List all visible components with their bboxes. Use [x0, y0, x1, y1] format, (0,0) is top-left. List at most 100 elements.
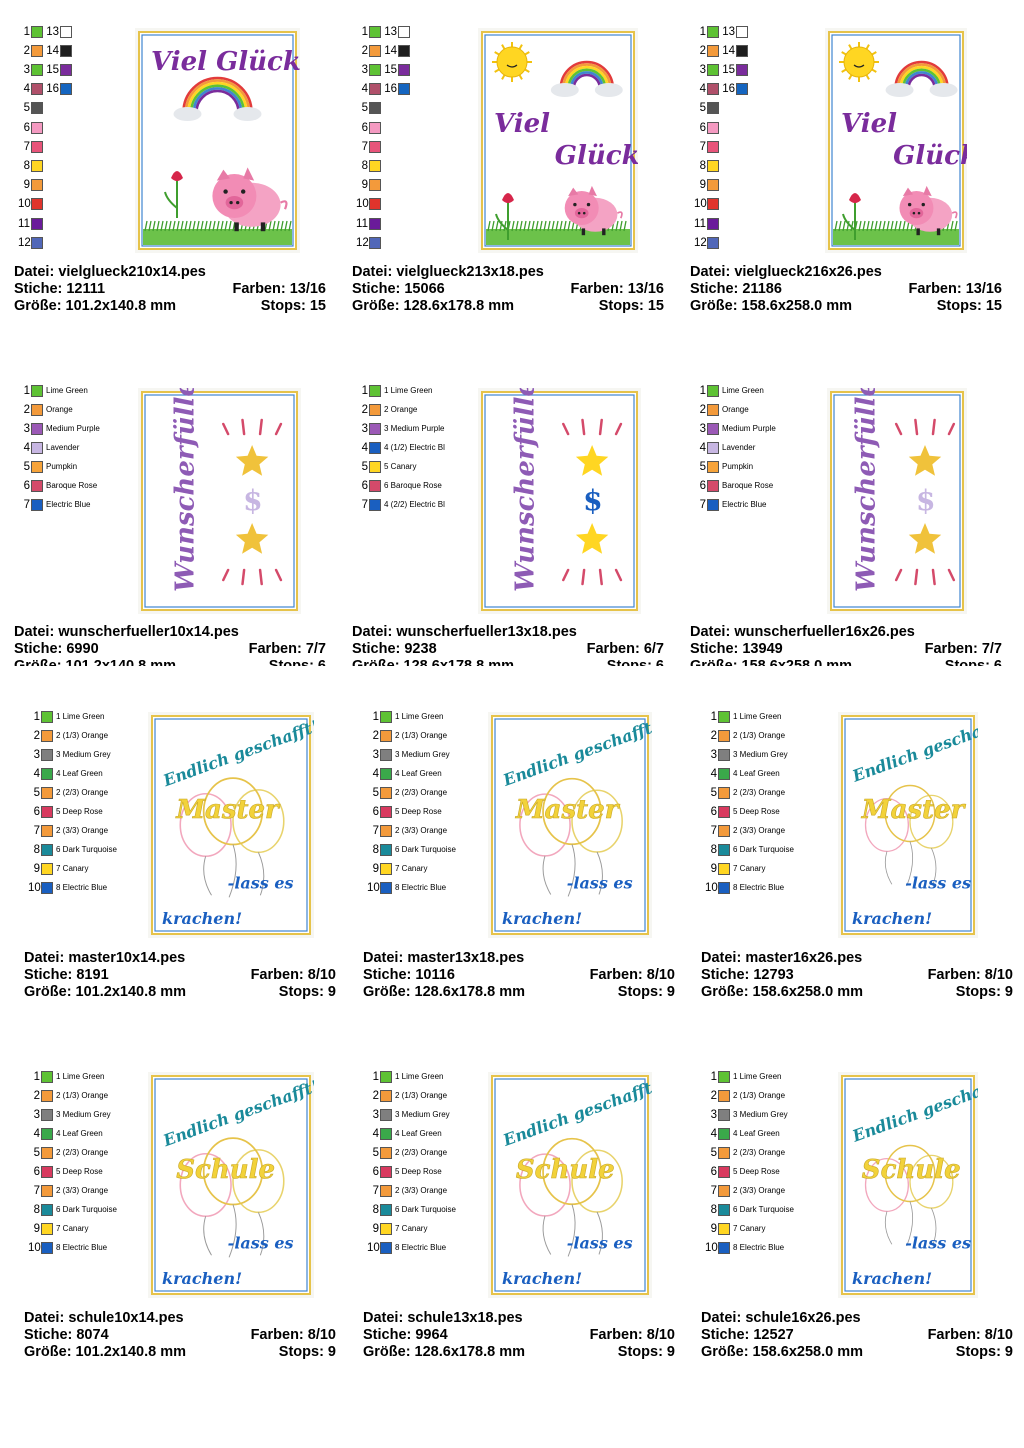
- legend-number: 4: [23, 441, 30, 454]
- legend-row: 6: [694, 118, 719, 137]
- color-count: Farben: 6/7: [586, 641, 664, 657]
- legend-row: 5 2 (2/3) Orange: [367, 1143, 447, 1162]
- design-preview: Wunscherfüller $: [827, 364, 967, 614]
- file-info: Datei: master16x26.pes Stiche: 12793 Farbe…: [701, 950, 1013, 1001]
- legend-number: 15: [46, 63, 59, 76]
- color-swatch: [380, 1108, 392, 1121]
- legend-row: 6 5 Deep Rose: [367, 1162, 442, 1181]
- color-swatch: [707, 198, 719, 211]
- legend-row: 1 1 Lime Green: [356, 381, 432, 400]
- thread-color-name: 1 Lime Green: [56, 712, 105, 721]
- color-swatch: [41, 881, 53, 894]
- sun-icon: [839, 42, 879, 82]
- legend-row: 5: [356, 99, 381, 118]
- file-name: Datei: wunscherfueller13x18.pes: [352, 624, 577, 640]
- stats-row: Größe: 128.6x178.8 mm Stops: 9: [363, 1344, 675, 1361]
- legend-row: 4 16: [18, 80, 72, 99]
- legend-number: 14: [46, 44, 59, 57]
- color-swatch: [718, 805, 730, 818]
- stitch-count: Stiche: 12527: [701, 1327, 794, 1343]
- color-count: Farben: 8/10: [927, 1327, 1013, 1343]
- star-icon: [575, 523, 609, 554]
- thread-color-name: 2 (3/3) Orange: [56, 1186, 109, 1195]
- legend-number: 2: [710, 729, 717, 742]
- file-name: Datei: schule16x26.pes: [701, 1310, 861, 1326]
- stats-row: Größe: 128.6x178.8 mm Stops: 15: [352, 298, 664, 315]
- legend-row: 9 7 Canary: [28, 859, 88, 878]
- design-subline: -lass es: [567, 873, 633, 892]
- design-footer: krachen!: [162, 1269, 242, 1288]
- legend-row: 5 2 (2/3) Orange: [367, 783, 447, 802]
- design-preview: Wunscherfüller $: [478, 364, 641, 614]
- design-title: Wunscherfüller: [510, 388, 540, 592]
- legend-row: 4 4 Leaf Green: [28, 764, 103, 783]
- legend-number: 3: [710, 748, 717, 761]
- legend-number: 7: [23, 498, 30, 511]
- legend-row: 2 2 (1/3) Orange: [28, 726, 108, 745]
- legend-row: 11: [18, 214, 43, 233]
- design-preview: Endlich geschafft! Master -lass es krachen!: [838, 712, 1010, 938]
- color-swatch: [380, 1203, 392, 1216]
- legend-number: 9: [710, 862, 717, 875]
- legend-row: 11: [356, 214, 381, 233]
- legend-number: 4: [372, 1127, 379, 1140]
- dollar-icon: $: [916, 484, 935, 517]
- legend-row: 1 1 Lime Green: [705, 707, 781, 726]
- legend-number: 3: [699, 422, 706, 435]
- thread-color-name: 5 Deep Rose: [395, 1167, 442, 1176]
- thread-color-name: 2 (2/3) Orange: [733, 1148, 786, 1157]
- pig-icon: [212, 167, 288, 232]
- legend-row: 10 8 Electric Blue: [367, 1238, 446, 1257]
- star-icon: [235, 445, 269, 476]
- sparkle-lines-icon: [222, 418, 283, 436]
- color-swatch: [718, 1127, 730, 1140]
- file-name: Datei: master16x26.pes: [701, 950, 863, 966]
- legend-number: 6: [361, 479, 368, 492]
- design-title-line1: Viel: [494, 109, 550, 139]
- design-subline: -lass es: [905, 1233, 971, 1252]
- legend-number: 8: [710, 843, 717, 856]
- stop-count: Stops: 6: [944, 658, 1002, 666]
- design-subline: -lass es: [228, 1233, 294, 1252]
- legend-row: 5 Pumpkin: [694, 457, 753, 476]
- legend-number: 8: [23, 159, 30, 172]
- legend-number: 10: [18, 198, 31, 211]
- color-swatch: [60, 25, 72, 38]
- legend-row: 4 16: [356, 80, 410, 99]
- legend-number: 6: [372, 805, 379, 818]
- legend-row: 4 Lavender: [18, 438, 79, 457]
- color-swatch: [707, 217, 719, 230]
- legend-number: 3: [33, 748, 40, 761]
- legend-number: 5: [361, 102, 368, 115]
- stitch-count: Stiche: 6990: [14, 641, 99, 657]
- color-swatch: [380, 1127, 392, 1140]
- stop-count: Stops: 15: [936, 298, 1002, 314]
- stats-row: Größe: 101.2x140.8 mm Stops: 6: [14, 658, 326, 666]
- thread-color-name: 1 Lime Green: [56, 1072, 105, 1081]
- color-swatch: [707, 102, 719, 115]
- color-swatch: [31, 63, 43, 76]
- thread-color-name: 4 Leaf Green: [395, 1129, 442, 1138]
- color-swatch: [31, 44, 43, 57]
- legend-row: 4 4 Leaf Green: [367, 1124, 442, 1143]
- legend-number: 9: [372, 862, 379, 875]
- legend-row: 10 8 Electric Blue: [367, 878, 446, 897]
- legend-row: 8 6 Dark Turquoise: [28, 1200, 117, 1219]
- color-swatch: [718, 1146, 730, 1159]
- thread-color-name: Lavender: [722, 443, 756, 452]
- file-name: Datei: wunscherfueller10x14.pes: [14, 624, 239, 640]
- legend-number: 6: [23, 479, 30, 492]
- file-info: Datei: vielglueck210x14.pes Stiche: 12111…: [14, 264, 326, 315]
- legend-number: 2: [361, 403, 368, 416]
- legend-number: 9: [23, 179, 30, 192]
- legend-number: 11: [356, 217, 368, 230]
- color-swatch: [707, 159, 719, 172]
- legend-number: 7: [361, 140, 368, 153]
- legend-number: 7: [23, 140, 30, 153]
- legend-row: 8: [18, 156, 43, 175]
- stats-row: Stiche: 8074 Farben: 8/10: [24, 1327, 336, 1344]
- legend-number: 2: [33, 1089, 40, 1102]
